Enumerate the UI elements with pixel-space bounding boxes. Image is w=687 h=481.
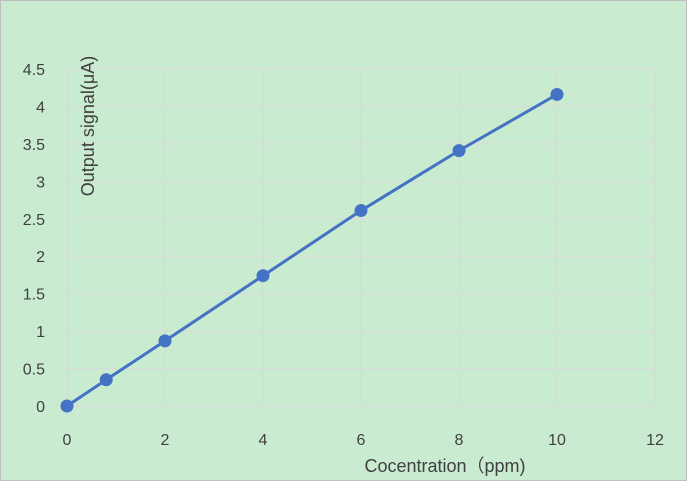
y-tick-label: 4.5 [23,62,45,79]
x-tick-label: 8 [455,432,464,449]
data-point [354,204,368,218]
x-tick-label: 12 [646,432,664,449]
y-tick-label: 1.5 [23,287,45,304]
gridlines [67,68,656,406]
y-tick-label: 4 [36,99,45,116]
data-point [158,334,172,348]
y-axis-title: Output signal(μA) [78,56,98,196]
data-point [99,373,113,387]
x-axis-title: Cocentration（ppm) [364,456,525,476]
y-tick-label: 0 [36,399,45,416]
y-tick-label: 2 [36,249,45,266]
x-tick-label: 4 [259,432,268,449]
y-tick-label: 2.5 [23,212,45,229]
axes [66,69,655,407]
x-tick-label: 0 [63,432,72,449]
y-tick-label: 0.5 [23,362,45,379]
y-tick-label: 1 [36,324,45,341]
data-series [60,87,564,413]
y-tick-label: 3 [36,174,45,191]
x-tick-label: 6 [357,432,366,449]
x-tick-label: 2 [161,432,170,449]
tick-labels: 0 2 4 6 8 10 12 0 0.5 1 1.5 2 2.5 3 3.5 4 4.5 [23,62,664,449]
data-point [452,144,466,158]
data-point [60,399,74,413]
y-tick-label: 3.5 [23,137,45,154]
data-point [550,87,564,101]
data-point [256,269,270,283]
x-tick-label: 10 [548,432,566,449]
